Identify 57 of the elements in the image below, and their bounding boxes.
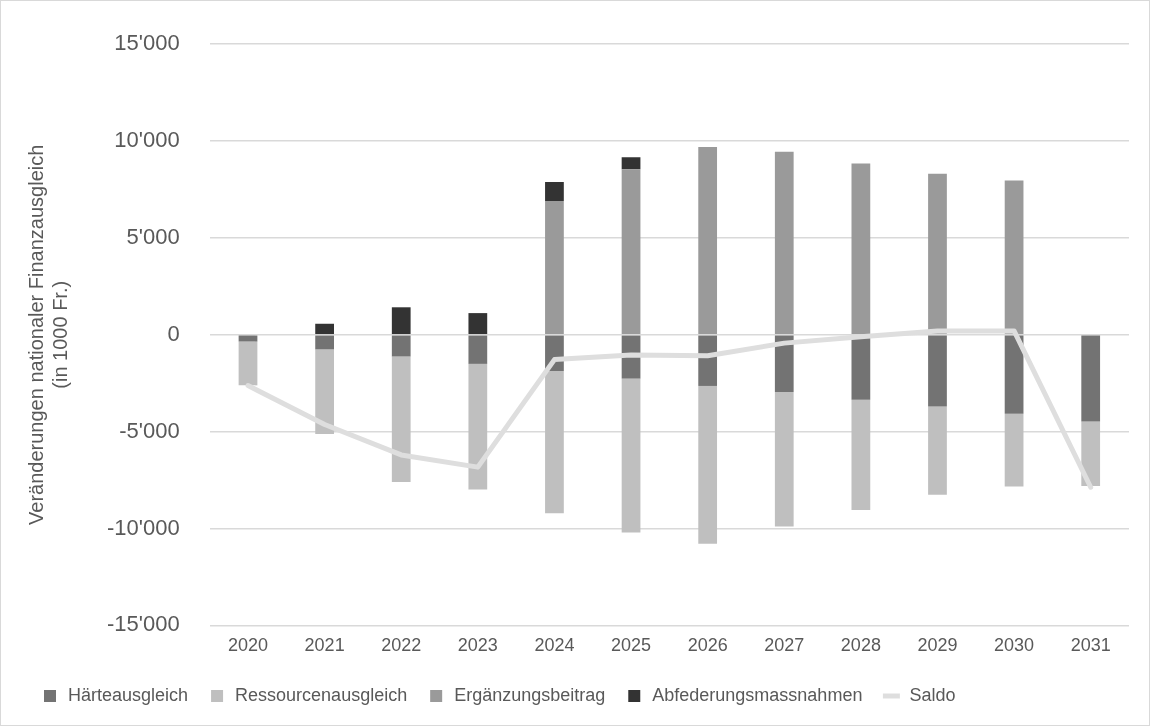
x-tick-label: 2023 — [457, 635, 498, 656]
bar — [391, 307, 411, 335]
bar — [545, 181, 564, 201]
y-tick-label: -15'000 — [107, 611, 180, 637]
bar — [1004, 413, 1024, 487]
bar — [468, 363, 488, 490]
legend-label: Härteausgleich — [68, 684, 189, 705]
x-tick-label: 2020 — [227, 635, 269, 656]
y-tick-label: 5'000 — [126, 224, 180, 249]
bar — [1004, 335, 1024, 414]
y-tick-label: 0 — [167, 320, 180, 346]
bar — [391, 356, 411, 483]
bar — [774, 335, 794, 392]
y-axis-title: Veränderungen nationaler Finanzausgleich (in 1000 Fr.) — [24, 144, 71, 525]
bar — [851, 163, 871, 335]
bar — [391, 335, 411, 357]
x-tick-label: 2030 — [994, 635, 1035, 656]
y-tick-label: -10'000 — [107, 514, 180, 540]
bar — [774, 391, 794, 527]
bar — [928, 335, 947, 407]
bar — [1081, 421, 1101, 486]
x-tick-label: 2024 — [534, 635, 575, 656]
x-tick-label: 2031 — [1070, 635, 1111, 656]
y-tick-label: -5'000 — [119, 417, 180, 443]
bar — [851, 399, 871, 510]
x-tick-label: 2025 — [611, 635, 652, 656]
x-tick-label: 2028 — [840, 635, 881, 656]
bar — [698, 385, 718, 544]
legend-label: Abfederungsmassnahmen — [652, 684, 863, 705]
bar — [621, 157, 641, 170]
bar — [468, 313, 488, 335]
bar — [315, 323, 334, 335]
bar — [468, 335, 488, 364]
bar — [315, 335, 334, 350]
x-tick-label: 2027 — [764, 635, 805, 656]
bar — [774, 151, 794, 335]
bar — [545, 371, 564, 514]
y-tick-label: 15'000 — [114, 30, 180, 56]
bar — [238, 335, 258, 342]
bar — [545, 200, 564, 335]
x-tick-label: 2026 — [687, 635, 728, 656]
x-tick-label: 2029 — [917, 635, 958, 656]
bar — [698, 147, 718, 335]
legend-label: Saldo — [909, 684, 956, 705]
x-tick-label: 2021 — [304, 635, 345, 656]
bar — [1081, 335, 1101, 422]
legend-label: Ergänzungsbeitrag — [454, 684, 606, 705]
bar — [928, 406, 947, 495]
bar — [315, 349, 334, 434]
y-tick-label: 10'000 — [114, 127, 180, 153]
bar — [1004, 180, 1024, 335]
x-tick-label: 2022 — [381, 635, 422, 656]
bar — [238, 341, 258, 386]
bar — [621, 169, 641, 335]
bar — [928, 173, 947, 335]
bar — [621, 378, 641, 533]
legend-label: Ressourcenausgleich — [235, 684, 408, 705]
